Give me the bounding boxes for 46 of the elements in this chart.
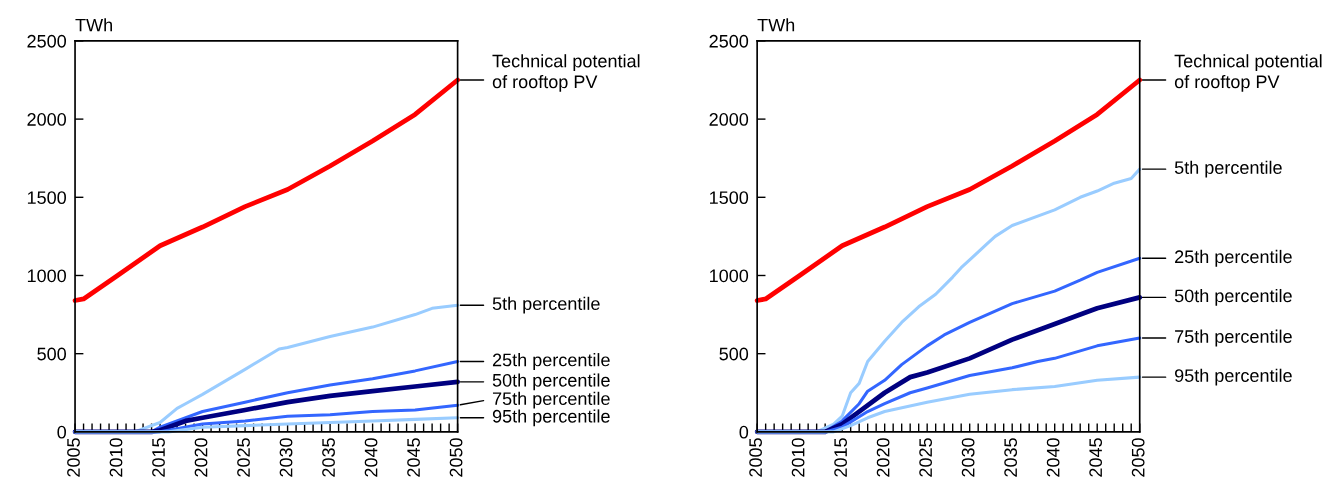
series-label: 50th percentile	[492, 373, 610, 391]
x-tick-label: 2035	[1004, 438, 1018, 477]
x-tick-label: 2045	[1089, 438, 1103, 477]
y-tick-label: 1500	[710, 191, 749, 205]
x-tick-label: 2035	[322, 438, 335, 477]
y-tick-label: 1500	[27, 191, 67, 205]
y-tick-label: 2500	[27, 34, 67, 48]
series-label: 25th percentile	[492, 353, 610, 370]
x-tick-label: 2025	[237, 438, 250, 477]
series-label: 25th percentile	[1175, 249, 1292, 267]
y-tick-label: 2000	[709, 113, 749, 126]
x-tick-label: 2025	[919, 438, 933, 477]
series-label: 75th percentile	[1175, 329, 1292, 347]
x-tick-label: 2005	[67, 438, 80, 477]
x-tick-label: 2040	[1046, 438, 1060, 477]
x-tick-label: 2050	[1131, 438, 1145, 477]
x-tick-label: 2030	[961, 438, 975, 477]
y-axis-title: TWh	[75, 18, 112, 32]
x-tick-label: 2010	[109, 438, 123, 477]
series-label: 95th percentile	[492, 409, 610, 427]
y-tick-label: 1000	[710, 269, 749, 283]
series-label: 95th percentile	[1174, 368, 1292, 386]
x-tick-label: 2020	[876, 438, 890, 477]
y-tick-label: 1000	[27, 269, 67, 283]
x-tick-label: 2045	[407, 438, 420, 477]
series-label: Technical potential of rooftop PV	[1174, 54, 1322, 92]
y-tick-label: 2500	[709, 34, 749, 48]
y-tick-label: 0	[57, 425, 67, 439]
x-tick-label: 2050	[449, 438, 463, 477]
x-tick-label: 2030	[279, 438, 293, 477]
series-label: 5th percentile	[492, 296, 600, 314]
series-label: 75th percentile	[492, 391, 610, 409]
y-tick-label: 2000	[27, 113, 67, 126]
y-tick-label: 500	[719, 347, 749, 361]
y-tick-label: 0	[739, 425, 749, 439]
x-tick-label: 2040	[364, 438, 378, 477]
x-tick-label: 2015	[834, 438, 848, 477]
y-tick-label: 500	[37, 347, 67, 361]
y-axis-title: TWh	[757, 18, 795, 32]
x-tick-label: 2015	[152, 438, 165, 477]
x-tick-label: 2020	[194, 438, 208, 477]
series-label: Technical potential of rooftop PV	[492, 54, 640, 92]
series-label: 5th percentile	[1174, 160, 1282, 178]
x-tick-label: 2010	[791, 438, 805, 477]
series-label: 50th percentile	[1174, 288, 1292, 306]
x-tick-label: 2005	[749, 438, 762, 477]
